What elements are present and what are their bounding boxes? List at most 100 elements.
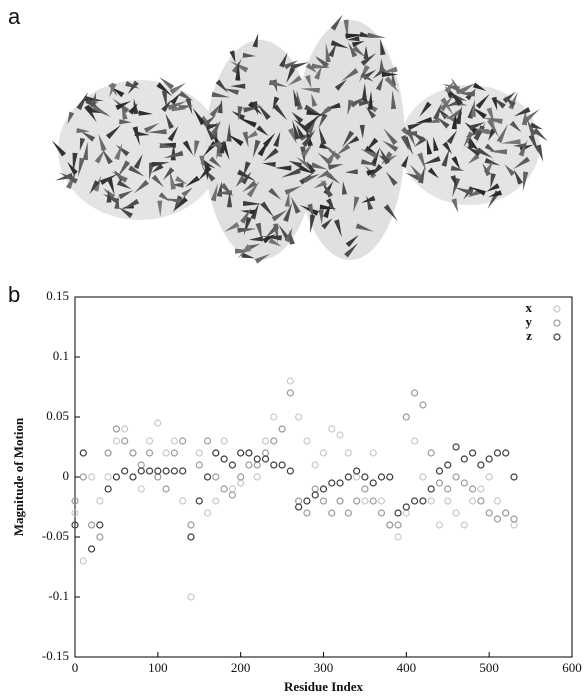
point (212, 473, 220, 481)
arrowhead (473, 122, 486, 141)
arrowhead (237, 169, 257, 182)
arrowhead (436, 116, 450, 129)
point (435, 521, 444, 529)
arrowhead (219, 140, 225, 154)
arrowhead (445, 109, 463, 120)
arrowhead (89, 180, 100, 195)
arrowhead (313, 180, 328, 189)
arrowhead (318, 113, 328, 129)
arrowhead (230, 83, 246, 89)
legend-marker (553, 333, 561, 341)
arrowhead (442, 141, 453, 155)
x-tick-label: 200 (231, 660, 251, 675)
arrowhead (439, 94, 455, 112)
arrowhead (118, 190, 134, 200)
point (344, 449, 352, 457)
arrowhead (360, 72, 374, 82)
point (493, 515, 502, 523)
arrowhead (367, 32, 386, 38)
arrowhead (336, 143, 351, 156)
arrowhead (220, 182, 234, 197)
arrowhead (363, 45, 369, 59)
x-tick-label: 600 (562, 660, 582, 675)
point (87, 473, 96, 481)
arrowhead (446, 130, 457, 145)
point (303, 497, 311, 505)
arrowhead (441, 148, 450, 167)
arrowhead (415, 116, 433, 124)
point (444, 485, 452, 493)
point (344, 509, 352, 517)
arrowhead (427, 117, 440, 124)
arrowhead (157, 200, 163, 217)
arrowhead (268, 79, 288, 88)
arrowhead (268, 238, 282, 247)
arrowhead (348, 42, 358, 58)
point (245, 449, 253, 457)
arrowhead (318, 209, 324, 225)
arrowhead (324, 145, 341, 161)
arrowhead (252, 33, 259, 48)
arrowhead (391, 90, 397, 110)
arrowhead (76, 127, 90, 134)
arrowhead (500, 139, 521, 145)
point (469, 485, 477, 493)
arrowhead (453, 187, 474, 196)
arrowhead (401, 155, 409, 168)
arrowhead (262, 162, 276, 168)
arrowhead (72, 152, 78, 173)
point (96, 533, 104, 541)
point (270, 413, 278, 421)
arrowhead (293, 119, 311, 133)
arrowhead (381, 151, 393, 166)
point (228, 461, 236, 469)
arrowhead (360, 195, 376, 203)
point (71, 509, 79, 517)
arrowhead (159, 76, 175, 90)
point (121, 467, 129, 475)
legend-marker (553, 319, 561, 327)
arrowhead (92, 105, 111, 117)
point (286, 389, 294, 397)
arrowhead (59, 172, 78, 184)
point (311, 485, 319, 493)
arrowhead (379, 58, 385, 72)
arrowhead (451, 156, 461, 170)
point (154, 467, 162, 475)
arrowhead (207, 141, 222, 147)
arrowhead (226, 123, 232, 142)
structure-image (51, 14, 548, 264)
arrowhead (328, 43, 337, 58)
arrowhead (248, 236, 264, 242)
point (212, 449, 220, 457)
point (460, 455, 468, 463)
arrowhead (200, 159, 216, 169)
point (295, 497, 303, 505)
arrowhead (450, 175, 457, 188)
arrowhead (169, 169, 177, 190)
arrowhead (164, 198, 184, 205)
arrowhead (128, 103, 138, 115)
arrowhead (367, 90, 373, 110)
point (154, 419, 162, 427)
point (212, 497, 220, 505)
x-tick-label: 400 (397, 660, 417, 675)
domain (295, 20, 405, 260)
point (187, 521, 195, 529)
point (394, 509, 402, 517)
arrowhead (106, 177, 115, 196)
point (129, 449, 137, 457)
arrowhead (98, 133, 107, 151)
arrowhead (440, 97, 454, 116)
arrowhead (121, 104, 128, 120)
point (237, 479, 245, 487)
arrowhead (211, 120, 221, 135)
arrowhead (375, 76, 384, 91)
point (137, 485, 145, 493)
y-tick-label: -0.1 (48, 588, 69, 603)
point (121, 425, 129, 433)
arrowhead (305, 62, 318, 73)
arrowhead (486, 183, 500, 192)
y-tick-label: 0.1 (53, 348, 69, 363)
point (419, 473, 427, 481)
